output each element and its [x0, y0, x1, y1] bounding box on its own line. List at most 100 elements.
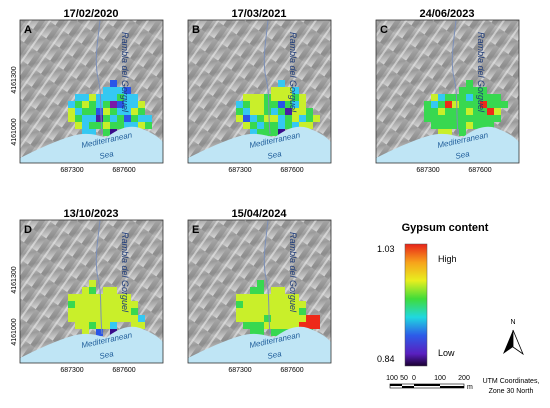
panel-d-map: Rambla del Gorguel Mediterranean Sea D 4… [11, 219, 164, 374]
gypsum-cell [89, 94, 96, 101]
gypsum-cell [445, 94, 452, 101]
gypsum-cell [145, 115, 152, 122]
gypsum-cell [124, 94, 131, 101]
sea-area [20, 126, 163, 163]
sea-label-line2: Sea [455, 149, 471, 161]
sea-label-line2: Sea [267, 149, 283, 161]
y-tick-top: 4161300 [11, 66, 18, 93]
map-frame [187, 219, 332, 364]
gypsum-cell [299, 308, 306, 315]
x-tick-right: 687600 [280, 167, 303, 174]
gypsum-cell [138, 101, 145, 108]
gypsum-cell [292, 122, 299, 129]
gypsum-cell [124, 315, 131, 322]
gypsum-cell [117, 122, 124, 129]
gypsum-cell [466, 122, 473, 129]
panel-letter: D [24, 224, 32, 236]
gypsum-cell [124, 101, 131, 108]
gypsum-cell [445, 122, 452, 129]
gypsum-cell [278, 108, 285, 115]
gypsum-cell [278, 301, 285, 308]
gypsum-cell [110, 94, 117, 101]
scale-label-1: 100 [386, 375, 398, 382]
y-tick-bottom: 4161000 [11, 118, 18, 145]
scale-label-4: 100 [434, 375, 446, 382]
gypsum-cell [501, 101, 508, 108]
gypsum-cell [75, 115, 82, 122]
gypsum-cell [89, 301, 96, 308]
gypsum-cell [131, 108, 138, 115]
panel-e-map: Rambla del Gorguel Mediterranean Sea E 6… [187, 219, 332, 374]
gypsum-cell [459, 94, 466, 101]
north-arrow-right-icon [512, 329, 524, 356]
gypsum-cell [82, 94, 89, 101]
gypsum-cell [271, 101, 278, 108]
gypsum-cell [110, 315, 117, 322]
scale-bar-segment [440, 386, 464, 388]
gypsum-cell [89, 122, 96, 129]
gypsum-cell [103, 322, 110, 329]
gypsum-cell [299, 315, 306, 322]
x-tick-right: 687600 [112, 367, 135, 374]
gypsum-cell [306, 315, 313, 322]
gypsum-cell [75, 101, 82, 108]
panel-a-map: Rambla del Gorguel Mediterranean Sea A 4… [11, 19, 164, 174]
gypsum-cell [292, 87, 299, 94]
gypsum-cell [299, 108, 306, 115]
gypsum-cell [257, 115, 264, 122]
stream-line [263, 219, 271, 335]
north-arrow: N [503, 319, 524, 356]
gypsum-cell [306, 108, 313, 115]
gypsum-cell [306, 322, 313, 329]
gypsum-cell [103, 122, 110, 129]
x-tick-right: 687600 [468, 167, 491, 174]
gypsum-cell [459, 108, 466, 115]
gypsum-cell [285, 108, 292, 115]
gypsum-cell [82, 329, 89, 336]
gypsum-cell [431, 115, 438, 122]
panel-c-map: Rambla del Gorguel Mediterranean Sea C 6… [375, 19, 520, 174]
scale-bar-segment [390, 384, 402, 386]
gypsum-cell [285, 315, 292, 322]
gypsum-cell [285, 101, 292, 108]
sea-label-line2: Sea [267, 349, 283, 361]
gypsum-cell [292, 308, 299, 315]
rambla-label: Rambla del Gorguel [120, 32, 130, 113]
gypsum-cell [271, 329, 278, 336]
y-tick-top: 4161300 [11, 266, 18, 293]
gypsum-cell [96, 301, 103, 308]
gypsum-cell [452, 94, 459, 101]
gypsum-cell [278, 87, 285, 94]
gypsum-cell [145, 122, 152, 129]
gypsum-cell [82, 301, 89, 308]
legend-high-label: High [438, 254, 457, 264]
gypsum-cell [494, 94, 501, 101]
gypsum-cell [473, 108, 480, 115]
gypsum-cell [466, 94, 473, 101]
gypsum-cell [257, 315, 264, 322]
gypsum-cell [466, 115, 473, 122]
gypsum-cell [473, 87, 480, 94]
gypsum-cell [292, 315, 299, 322]
gypsum-cell [494, 115, 501, 122]
gypsum-cell [82, 108, 89, 115]
gypsum-cell [250, 129, 257, 136]
gypsum-cell [243, 294, 250, 301]
gypsum-cell [243, 301, 250, 308]
gypsum-cell [124, 87, 131, 94]
map-frame [187, 19, 332, 164]
gypsum-cell [110, 329, 117, 336]
gypsum-cell [110, 301, 117, 308]
gypsum-cell [257, 287, 264, 294]
gypsum-cell [243, 322, 250, 329]
gypsum-cell [257, 122, 264, 129]
gypsum-cell [68, 101, 75, 108]
gypsum-cells [236, 80, 320, 143]
gypsum-cell [285, 87, 292, 94]
gypsum-cell [438, 94, 445, 101]
gypsum-cell [236, 294, 243, 301]
gypsum-cell [117, 101, 124, 108]
gypsum-cell [257, 101, 264, 108]
gypsum-cell [96, 94, 103, 101]
